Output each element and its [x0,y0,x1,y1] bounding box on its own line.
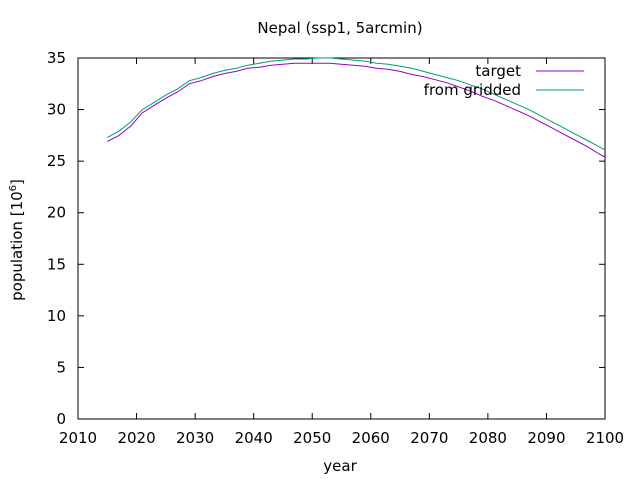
x-tick-label: 2080 [469,429,507,447]
y-axis-title-exponent: 6 [8,185,19,191]
y-axis-title: population [106] [8,179,26,301]
plot-frame [77,57,606,420]
x-axis-title: year [323,457,357,475]
x-tick-label: 2090 [527,429,565,447]
y-axis-title-main: population [10 [8,191,26,301]
y-tick-label: 0 [56,410,66,428]
legend-entry-target: target [475,62,584,80]
x-axis: 2010 2020 2030 2040 2050 2060 2070 2080 2090 2100 [59,58,624,447]
x-tick-label: 2070 [410,429,448,447]
legend: target from gridded [424,62,584,99]
y-tick-label: 15 [47,255,66,273]
x-tick-label: 2100 [586,429,624,447]
legend-label-target: target [475,62,521,80]
x-tick-label: 2040 [235,429,273,447]
y-tick-label: 35 [47,49,66,67]
x-tick-label: 2050 [293,429,331,447]
y-axis-title-close: ] [8,179,26,185]
x-tick-label: 2020 [117,429,155,447]
plot-area [77,57,606,420]
x-tick-label: 2030 [176,429,214,447]
legend-label-from-gridded: from gridded [424,81,521,99]
y-tick-label: 20 [47,204,66,222]
y-tick-label: 25 [47,152,66,170]
y-tick-label: 10 [47,307,66,325]
series-line-from-gridded [107,57,606,151]
x-tick-label: 2010 [59,429,97,447]
y-axis: 0 5 10 15 20 25 30 35 [47,49,605,428]
legend-entry-from-gridded: from gridded [424,81,584,99]
series-line-target [107,62,606,158]
series-group [107,57,606,158]
chart-title: Nepal (ssp1, 5arcmin) [257,19,422,37]
y-tick-label: 30 [47,101,66,119]
y-tick-label: 5 [56,358,66,376]
x-tick-label: 2060 [352,429,390,447]
